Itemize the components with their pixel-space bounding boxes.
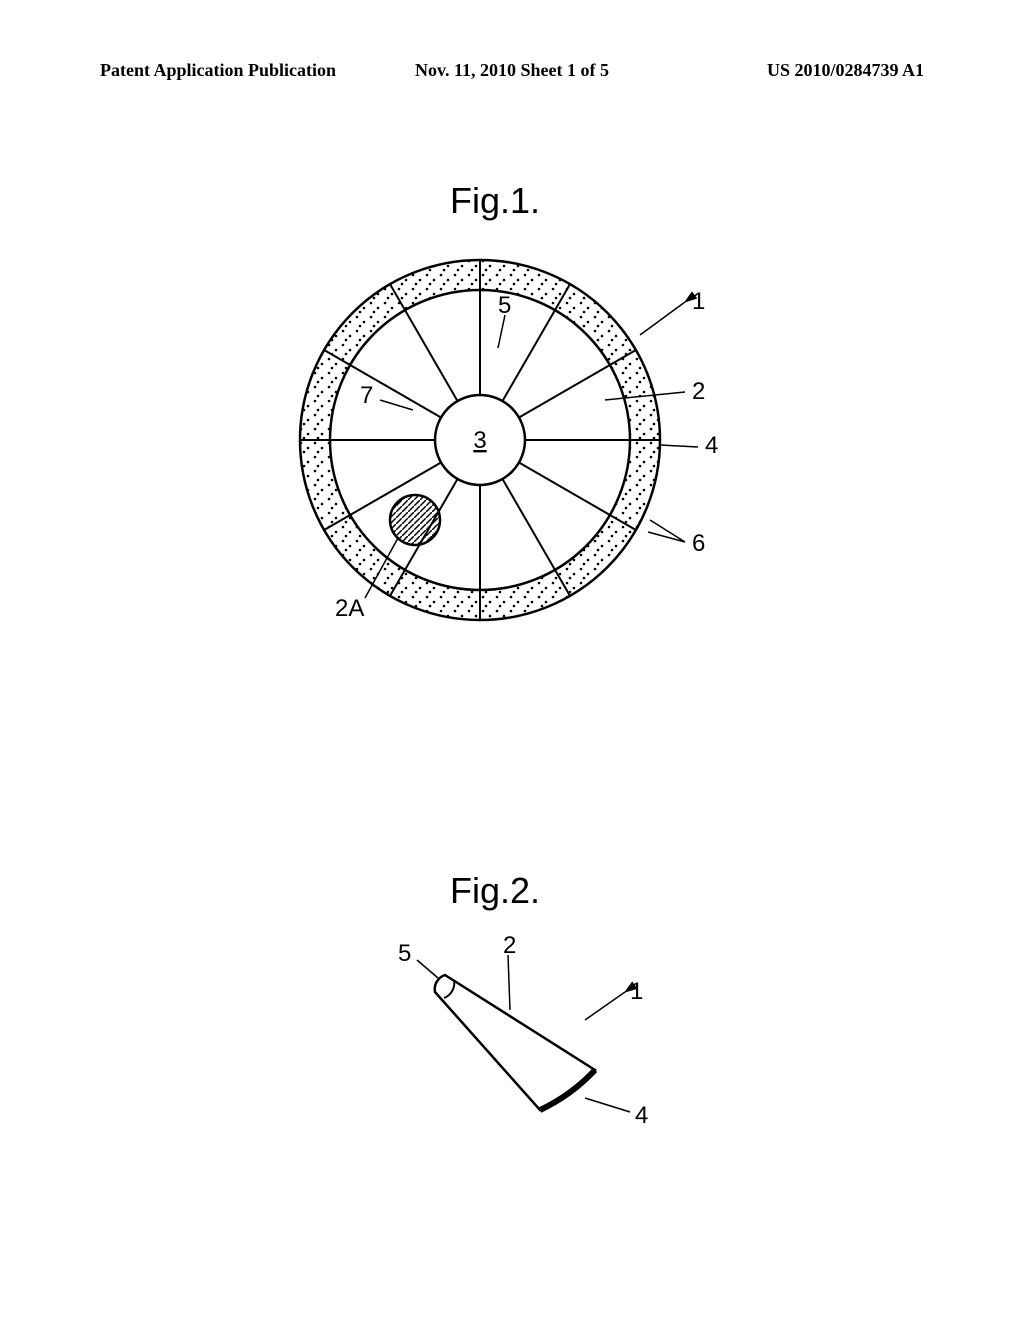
ref-1: 1 xyxy=(692,288,705,316)
ref-6: 6 xyxy=(692,530,705,558)
ref-2A: 2A xyxy=(335,595,364,623)
header-right: US 2010/0284739 A1 xyxy=(767,60,924,81)
fig2-ref-5: 5 xyxy=(398,940,411,968)
fig2-ref-2: 2 xyxy=(503,932,516,960)
figure-1-diagram: 3 1 2 4 5 6 7 2A xyxy=(280,240,740,665)
ref-7: 7 xyxy=(360,382,373,410)
figure-2-label: Fig.2. xyxy=(450,870,540,912)
svg-text:3: 3 xyxy=(473,427,486,454)
ref-4: 4 xyxy=(705,432,718,460)
figure-2-diagram: 5 2 1 4 xyxy=(380,930,680,1155)
ref-2: 2 xyxy=(692,378,705,406)
figure-1-label: Fig.1. xyxy=(450,180,540,222)
fig2-ref-1: 1 xyxy=(630,978,643,1006)
ref-5: 5 xyxy=(498,292,511,320)
header-center: Nov. 11, 2010 Sheet 1 of 5 xyxy=(415,60,609,81)
header-left: Patent Application Publication xyxy=(100,60,336,81)
fig2-ref-4: 4 xyxy=(635,1102,648,1130)
